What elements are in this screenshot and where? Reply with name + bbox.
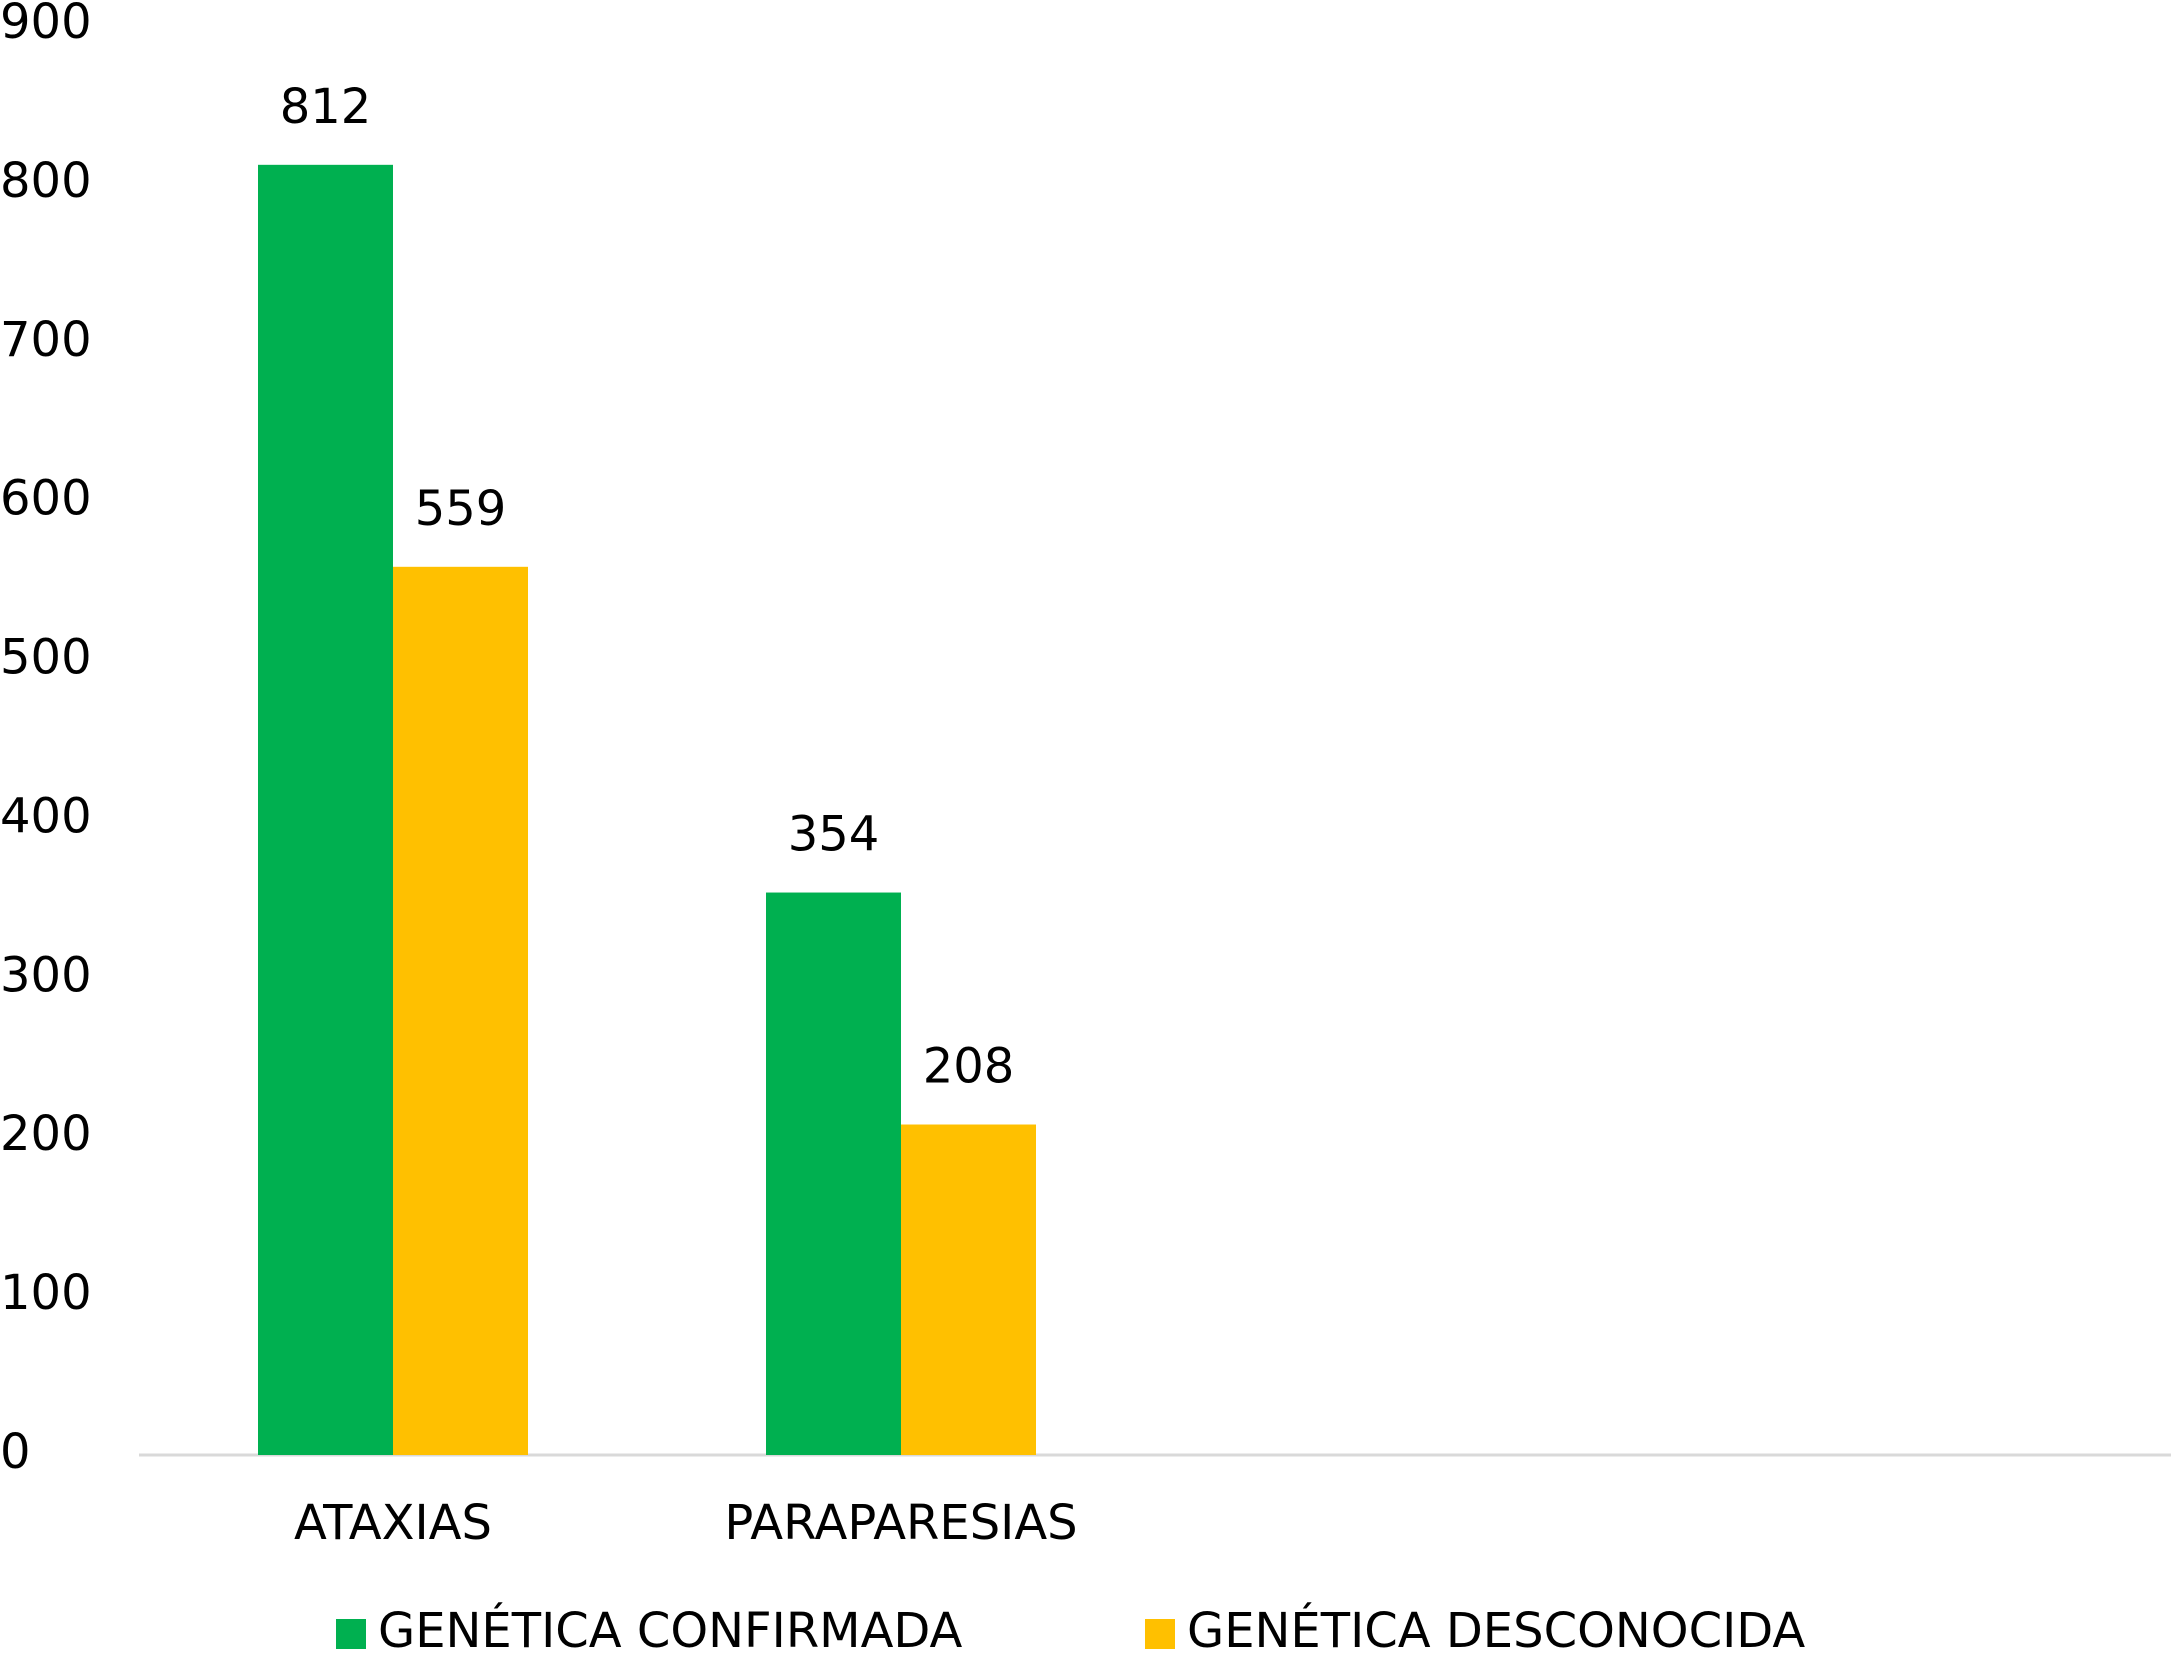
y-tick-label: 400	[0, 788, 92, 844]
legend-swatch	[336, 1619, 366, 1649]
x-tick-label: PARAPARESIAS	[724, 1495, 1077, 1551]
y-tick-label: 500	[0, 630, 92, 686]
y-tick-label: 200	[0, 1106, 92, 1162]
y-tick-label: 0	[0, 1424, 31, 1480]
y-tick-label: 700	[0, 312, 92, 368]
y-tick-label: 300	[0, 947, 92, 1003]
y-tick-label: 600	[0, 471, 92, 527]
x-tick-label: ATAXIAS	[294, 1495, 492, 1551]
legend-swatch	[1145, 1619, 1175, 1649]
data-label: 354	[788, 807, 880, 863]
legend-label: GENÉTICA CONFIRMADA	[378, 1602, 963, 1656]
y-tick-label: 900	[0, 0, 92, 50]
data-label: 812	[280, 79, 372, 135]
legend-label: GENÉTICA DESCONOCIDA	[1187, 1602, 1805, 1656]
bar	[901, 1124, 1036, 1455]
bar	[766, 892, 901, 1455]
y-tick-label: 100	[0, 1265, 92, 1321]
data-label: 559	[415, 481, 507, 537]
bar	[258, 164, 393, 1455]
y-tick-label: 800	[0, 153, 92, 209]
data-label: 208	[923, 1039, 1015, 1095]
bar	[393, 566, 528, 1455]
